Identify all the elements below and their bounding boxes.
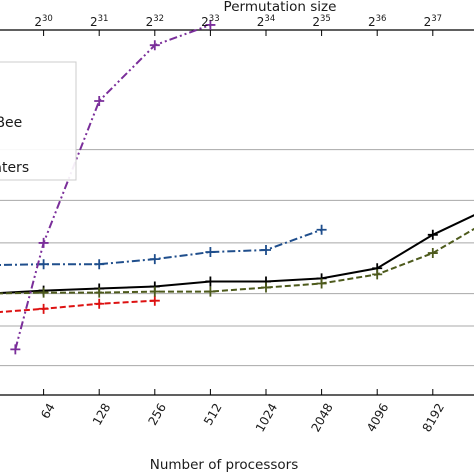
legend: HopperJupurQueen BeeKavuraBlue Waters	[0, 61, 77, 181]
series-line-queen-bee	[0, 227, 474, 295]
data-point-kavura	[261, 245, 271, 256]
top-tick-label: 236	[368, 14, 386, 29]
top-tick-label: 230	[34, 14, 52, 29]
top-tick-label: 237	[424, 14, 442, 29]
data-point-queen-bee	[38, 287, 49, 298]
data-point-blue-waters	[149, 40, 160, 51]
top-tick-label: 231	[90, 14, 108, 29]
data-point-kavura	[94, 259, 105, 270]
data-point-blue-waters	[205, 19, 216, 30]
top-tick-label: 232	[146, 14, 164, 29]
data-point-queen-bee	[372, 269, 383, 280]
top-axis-title: Permutation size	[224, 0, 337, 15]
legend-box	[0, 61, 77, 181]
top-tick-label: 233	[201, 14, 219, 29]
x-axis-title: Number of processors	[150, 457, 299, 473]
data-point-queen-bee	[316, 278, 327, 289]
data-point-blue-waters	[94, 95, 105, 106]
data-point-hopper	[205, 276, 216, 287]
series-line-blue-waters	[14, 23, 211, 350]
data-point-kavura	[38, 259, 49, 270]
data-point-jupur	[149, 295, 160, 306]
data-point-jupur	[94, 298, 105, 309]
gridlines	[0, 149, 474, 367]
data-point-hopper	[427, 229, 438, 240]
plot-frame	[0, 29, 474, 396]
series-line-jupur	[0, 299, 155, 314]
data-point-kavura	[316, 224, 327, 235]
legend-label: Blue Waters	[0, 160, 29, 176]
data-point-blue-waters	[38, 237, 49, 248]
bottom-tick-label: 64	[38, 401, 58, 421]
data-point-kavura	[205, 247, 216, 258]
data-point-jupur	[38, 303, 49, 314]
data-point-queen-bee	[149, 286, 160, 297]
legend-label: Queen Bee	[0, 115, 22, 131]
data-point-queen-bee	[94, 287, 105, 298]
data-point-queen-bee	[205, 286, 216, 297]
data-point-kavura	[149, 254, 160, 265]
data-point-queen-bee	[261, 282, 271, 293]
top-axis: 229230231232233234235236237238	[34, 14, 442, 36]
data-point-blue-waters	[10, 344, 21, 355]
data-point-queen-bee	[427, 248, 438, 259]
top-tick-label: 234	[257, 14, 275, 29]
series-layer	[0, 19, 474, 355]
top-tick-label: 235	[312, 14, 330, 29]
